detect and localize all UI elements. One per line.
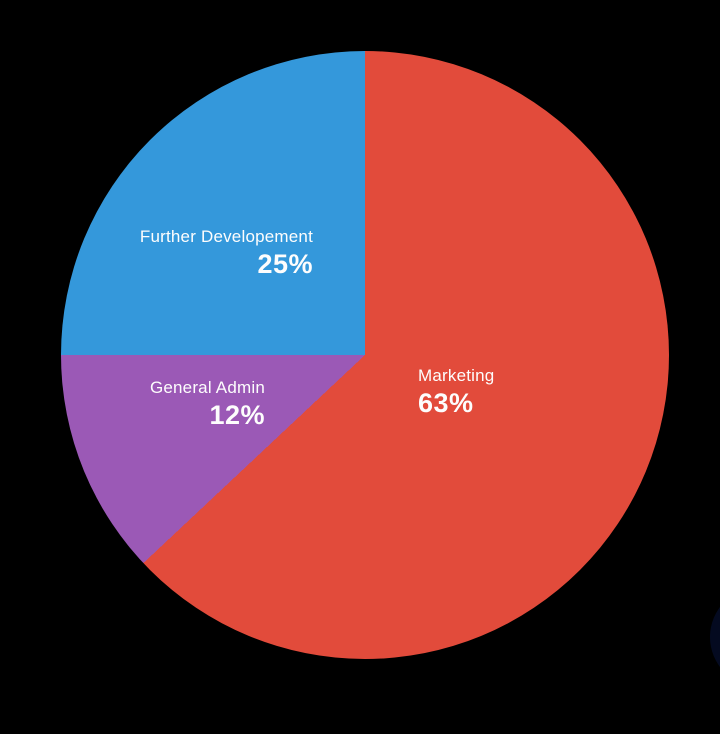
pie-chart[interactable] — [61, 51, 669, 659]
partial-fab-button[interactable] — [710, 587, 720, 687]
